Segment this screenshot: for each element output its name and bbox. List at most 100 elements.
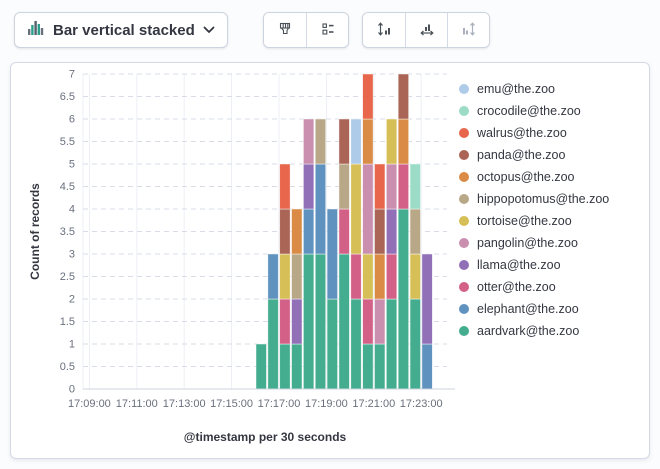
legend-item[interactable]: crocodile@the.zoo	[459, 100, 609, 122]
legend-item[interactable]: elephant@the.zoo	[459, 298, 609, 320]
bar-segment[interactable]	[279, 163, 291, 210]
bar-segment[interactable]	[421, 253, 433, 345]
bar-segment[interactable]	[362, 163, 374, 255]
bar-segment[interactable]	[397, 73, 410, 120]
bar-segment[interactable]	[267, 253, 279, 300]
bar-segment[interactable]	[362, 118, 374, 165]
bar-segment[interactable]	[350, 118, 362, 165]
axis-button-group	[362, 12, 490, 48]
bottom-axis-button[interactable]	[405, 13, 447, 47]
bar-segment[interactable]	[374, 298, 386, 345]
bar-segment[interactable]	[386, 253, 398, 300]
bar-segment[interactable]	[374, 163, 386, 210]
legend-item[interactable]: emu@the.zoo	[459, 78, 609, 100]
bar-segment[interactable]	[303, 163, 315, 210]
legend-item[interactable]: hippopotomus@the.zoo	[459, 188, 609, 210]
bar-segment[interactable]	[362, 73, 374, 120]
bar-segment[interactable]	[279, 298, 291, 345]
bar-segment[interactable]	[255, 343, 267, 390]
y-tick-label: 5.5	[60, 136, 75, 148]
x-tick-label: 17:15:00	[210, 398, 253, 410]
bar-segment[interactable]	[350, 163, 362, 255]
bar-segment[interactable]	[303, 208, 315, 255]
bar-segment[interactable]	[362, 253, 374, 300]
legend-color-dot	[459, 172, 469, 182]
bar-segment[interactable]	[338, 163, 350, 210]
bar-segment[interactable]	[409, 163, 421, 210]
bar-segment[interactable]	[421, 343, 433, 390]
bar-segment[interactable]	[326, 208, 338, 300]
x-axis-title: @timestamp per 30 seconds	[184, 430, 347, 444]
bar-segment[interactable]	[291, 253, 303, 300]
y-tick-label: 1	[69, 339, 75, 351]
legend-label: crocodile@the.zoo	[477, 104, 581, 118]
legend-color-dot	[459, 260, 469, 270]
legend-color-dot	[459, 304, 469, 314]
bar-segment[interactable]	[409, 298, 421, 390]
bar-segment[interactable]	[397, 163, 410, 210]
bar-segment[interactable]	[326, 298, 338, 390]
bar-segment[interactable]	[362, 298, 374, 345]
bar-segment[interactable]	[386, 163, 398, 210]
bar-segment[interactable]	[291, 208, 303, 255]
y-tick-label: 6	[69, 114, 75, 126]
chart-type-dropdown[interactable]: Bar vertical stacked	[14, 12, 228, 48]
bar-segment[interactable]	[314, 253, 327, 390]
legend-item[interactable]: octopus@the.zoo	[459, 166, 609, 188]
bar-segment[interactable]	[362, 343, 374, 390]
right-axis-button[interactable]	[447, 13, 489, 47]
bar-segment[interactable]	[314, 118, 327, 165]
legend-color-dot	[459, 150, 469, 160]
legend-label: llama@the.zoo	[477, 258, 561, 272]
bar-segment[interactable]	[338, 118, 350, 165]
bar-segment[interactable]	[338, 253, 350, 390]
legend-item[interactable]: panda@the.zoo	[459, 144, 609, 166]
bar-segment[interactable]	[350, 298, 362, 390]
bar-segment[interactable]	[409, 253, 421, 300]
bar-segment[interactable]	[374, 343, 386, 390]
bar-segment[interactable]	[386, 118, 398, 165]
legend-item[interactable]: otter@the.zoo	[459, 276, 609, 298]
legend-label: emu@the.zoo	[477, 82, 556, 96]
bar-segment[interactable]	[374, 253, 386, 300]
bar-segment[interactable]	[397, 208, 410, 390]
legend-label: tortoise@the.zoo	[477, 214, 572, 228]
bar-segment[interactable]	[303, 253, 315, 390]
legend-item[interactable]: aardvark@the.zoo	[459, 320, 609, 342]
bar-segment[interactable]	[338, 208, 350, 255]
legend-label: aardvark@the.zoo	[477, 324, 580, 338]
y-axis-title: Count of records	[28, 183, 42, 280]
x-tick-label: 17:09:00	[68, 398, 111, 410]
bar-segment[interactable]	[279, 343, 291, 390]
y-tick-label: 4	[69, 204, 75, 216]
legend-item[interactable]: llama@the.zoo	[459, 254, 609, 276]
y-tick-label: 0.5	[60, 361, 75, 373]
chart-type-label: Bar vertical stacked	[53, 21, 195, 39]
bar-segment[interactable]	[397, 118, 410, 165]
y-tick-label: 3	[69, 249, 75, 261]
legend-label: elephant@the.zoo	[477, 302, 579, 316]
legend-color-dot	[459, 282, 469, 292]
legend-settings-button[interactable]	[306, 13, 348, 47]
legend-item[interactable]: pangolin@the.zoo	[459, 232, 609, 254]
bar-segment[interactable]	[279, 208, 291, 255]
bar-segment[interactable]	[303, 118, 315, 165]
bar-segment[interactable]	[374, 208, 386, 255]
left-axis-button[interactable]	[363, 13, 405, 47]
bar-segment[interactable]	[350, 253, 362, 300]
y-tick-label: 2.5	[60, 271, 75, 283]
bar-segment[interactable]	[291, 298, 303, 345]
legend-color-dot	[459, 194, 469, 204]
paint-brush-icon	[277, 21, 293, 40]
bar-segment[interactable]	[386, 208, 398, 255]
legend-item[interactable]: tortoise@the.zoo	[459, 210, 609, 232]
legend-item[interactable]: walrus@the.zoo	[459, 122, 609, 144]
visual-options-button[interactable]	[264, 13, 306, 47]
bar-segment[interactable]	[291, 343, 303, 390]
bar-segment[interactable]	[279, 253, 291, 300]
bar-segment[interactable]	[386, 298, 398, 390]
bar-segment[interactable]	[267, 298, 279, 390]
bar-segment[interactable]	[409, 208, 421, 255]
legend-values-icon	[320, 21, 336, 40]
bar-segment[interactable]	[314, 163, 327, 255]
